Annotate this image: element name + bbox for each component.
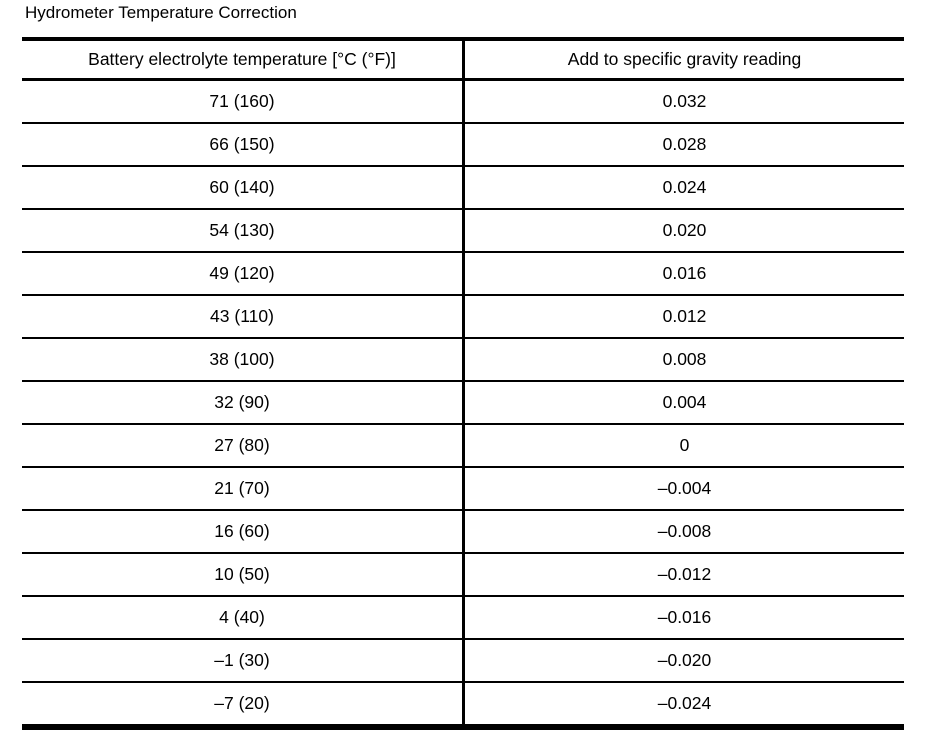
table-row: 21 (70) –0.004 (22, 467, 904, 511)
temperature-cell: 10 (50) (22, 553, 465, 597)
table-row: 60 (140) 0.024 (22, 166, 904, 210)
temperature-cell: 38 (100) (22, 338, 465, 382)
table-row: 38 (100) 0.008 (22, 338, 904, 382)
table-row: –7 (20) –0.024 (22, 682, 904, 728)
temperature-cell: 32 (90) (22, 381, 465, 425)
gravity-column-header: Add to specific gravity reading (463, 39, 904, 81)
temperature-cell: 21 (70) (22, 467, 465, 511)
table-row: 54 (130) 0.020 (22, 209, 904, 253)
gravity-cell: 0.004 (463, 381, 904, 425)
table-row: 4 (40) –0.016 (22, 596, 904, 640)
gravity-cell: –0.020 (463, 639, 904, 683)
table-row: 66 (150) 0.028 (22, 123, 904, 167)
gravity-cell: –0.012 (463, 553, 904, 597)
table-row: –1 (30) –0.020 (22, 639, 904, 683)
temperature-cell: –1 (30) (22, 639, 465, 683)
gravity-cell: 0.032 (463, 79, 904, 124)
temperature-cell: 27 (80) (22, 424, 465, 468)
temperature-cell: 49 (120) (22, 252, 465, 296)
gravity-cell: 0.008 (463, 338, 904, 382)
hydrometer-temperature-correction-table: Battery electrolyte temperature [°C (°F)… (22, 37, 904, 730)
gravity-cell: –0.004 (463, 467, 904, 511)
gravity-cell: 0.024 (463, 166, 904, 210)
table-row: 16 (60) –0.008 (22, 510, 904, 554)
temperature-cell: 43 (110) (22, 295, 465, 339)
temperature-cell: 71 (160) (22, 79, 465, 124)
table-row: 43 (110) 0.012 (22, 295, 904, 339)
temperature-cell: 16 (60) (22, 510, 465, 554)
gravity-cell: 0 (463, 424, 904, 468)
gravity-cell: –0.024 (463, 682, 904, 728)
gravity-cell: 0.020 (463, 209, 904, 253)
temperature-cell: 60 (140) (22, 166, 465, 210)
gravity-cell: –0.016 (463, 596, 904, 640)
temperature-cell: –7 (20) (22, 682, 465, 728)
gravity-cell: 0.016 (463, 252, 904, 296)
temperature-column-header: Battery electrolyte temperature [°C (°F)… (22, 39, 465, 81)
temperature-cell: 54 (130) (22, 209, 465, 253)
table-row: 71 (160) 0.032 (22, 79, 904, 124)
gravity-cell: 0.012 (463, 295, 904, 339)
page-title: Hydrometer Temperature Correction (25, 3, 297, 22)
temperature-cell: 4 (40) (22, 596, 465, 640)
gravity-cell: 0.028 (463, 123, 904, 167)
table-row: 10 (50) –0.012 (22, 553, 904, 597)
table-row: 49 (120) 0.016 (22, 252, 904, 296)
temperature-cell: 66 (150) (22, 123, 465, 167)
table-row: 27 (80) 0 (22, 424, 904, 468)
header-row: Battery electrolyte temperature [°C (°F)… (22, 39, 904, 81)
table-row: 32 (90) 0.004 (22, 381, 904, 425)
gravity-cell: –0.008 (463, 510, 904, 554)
